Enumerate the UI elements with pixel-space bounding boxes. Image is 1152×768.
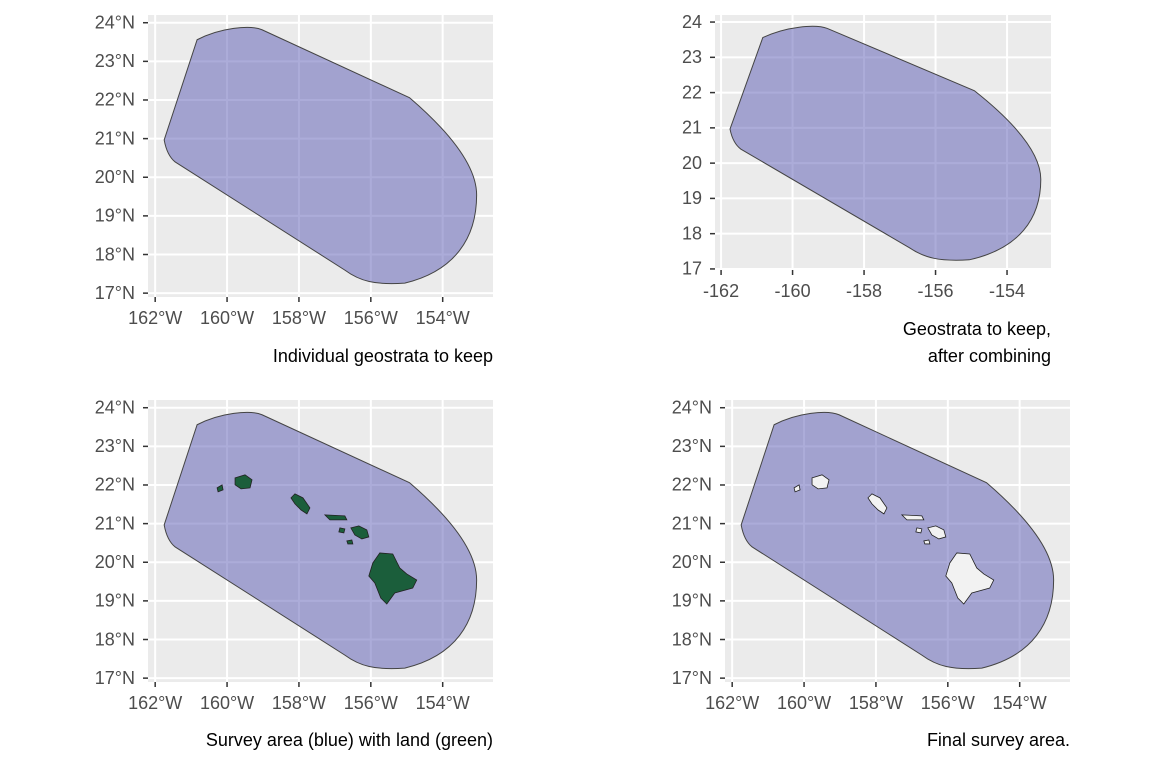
y-tick-label: 23°N bbox=[95, 436, 135, 456]
y-tick-label: 24°N bbox=[95, 397, 135, 417]
y-tick-label: 19°N bbox=[95, 591, 135, 611]
panel-caption: after combining bbox=[928, 346, 1051, 366]
x-tick-label: 156°W bbox=[921, 693, 975, 713]
x-tick-label: -158 bbox=[846, 281, 882, 301]
x-tick-label: 158°W bbox=[272, 693, 326, 713]
y-tick-label: 18°N bbox=[95, 629, 135, 649]
island bbox=[868, 494, 887, 514]
x-tick-label: 154°W bbox=[993, 693, 1047, 713]
shapes bbox=[164, 412, 476, 668]
panel-caption: Survey area (blue) with land (green) bbox=[206, 730, 493, 750]
island bbox=[217, 485, 223, 492]
island bbox=[235, 475, 252, 489]
x-tick-label: 158°W bbox=[272, 308, 326, 328]
x-tick-label: 160°W bbox=[777, 693, 831, 713]
map-panel: 162°W 160°W 158°W 156°W 154°W 17°N 18°N 19°N 20°… bbox=[95, 397, 493, 750]
y-tick-label: 19°N bbox=[95, 206, 135, 226]
island bbox=[794, 485, 800, 492]
shapes bbox=[730, 26, 1041, 260]
y-tick-label: 17°N bbox=[95, 283, 135, 303]
island bbox=[924, 540, 930, 544]
y-tick-label: 19 bbox=[682, 188, 702, 208]
y-tick-label: 23 bbox=[682, 47, 702, 67]
island bbox=[291, 494, 310, 514]
x-tick-label: 158°W bbox=[849, 693, 903, 713]
x-tick-label: 154°W bbox=[416, 693, 470, 713]
shapes bbox=[741, 412, 1053, 668]
survey-area bbox=[730, 26, 1041, 260]
island bbox=[351, 526, 369, 539]
y-tick-label: 24°N bbox=[95, 12, 135, 32]
x-tick-label: 162°W bbox=[128, 308, 182, 328]
y-tick-label: 21°N bbox=[95, 513, 135, 533]
y-tick-label: 20°N bbox=[672, 552, 712, 572]
y-tick-label: 18°N bbox=[672, 629, 712, 649]
island bbox=[812, 475, 829, 489]
y-tick-label: 17 bbox=[682, 259, 702, 279]
island bbox=[347, 540, 353, 544]
x-tick-label: -162 bbox=[703, 281, 739, 301]
panel-caption: Geostrata to keep, bbox=[903, 319, 1051, 339]
island bbox=[916, 528, 922, 533]
y-tick-label: 20 bbox=[682, 153, 702, 173]
y-tick-label: 21°N bbox=[672, 513, 712, 533]
island bbox=[902, 515, 924, 520]
panel-caption: Final survey area. bbox=[927, 730, 1070, 750]
y-tick-label: 21°N bbox=[95, 128, 135, 148]
y-tick-label: 21 bbox=[682, 118, 702, 138]
y-tick-label: 20°N bbox=[95, 167, 135, 187]
island bbox=[325, 515, 347, 520]
map-panel: 162°W 160°W 158°W 156°W 154°W 17°N 18°N 19°N 20°… bbox=[95, 12, 493, 366]
x-tick-label: 160°W bbox=[200, 308, 254, 328]
panel-caption: Individual geostrata to keep bbox=[273, 346, 493, 366]
survey-area bbox=[164, 27, 476, 283]
y-tick-label: 18 bbox=[682, 223, 702, 243]
y-tick-label: 20°N bbox=[95, 552, 135, 572]
x-tick-label: 160°W bbox=[200, 693, 254, 713]
y-tick-label: 17°N bbox=[672, 668, 712, 688]
x-tick-label: -160 bbox=[775, 281, 811, 301]
x-tick-label: 156°W bbox=[344, 308, 398, 328]
island bbox=[369, 553, 417, 604]
x-tick-label: 162°W bbox=[705, 693, 759, 713]
y-tick-label: 17°N bbox=[95, 668, 135, 688]
x-tick-label: 154°W bbox=[416, 308, 470, 328]
y-tick-label: 22°N bbox=[95, 90, 135, 110]
y-tick-label: 24 bbox=[682, 12, 702, 32]
map-panel: -162 -160 -158 -156 -154 17 18 19 20 21 22 23 24 Geos… bbox=[682, 12, 1051, 366]
island bbox=[339, 528, 345, 533]
y-tick-label: 24°N bbox=[672, 397, 712, 417]
y-tick-label: 19°N bbox=[672, 591, 712, 611]
x-tick-label: -156 bbox=[918, 281, 954, 301]
x-tick-label: -154 bbox=[989, 281, 1025, 301]
y-tick-label: 22°N bbox=[672, 475, 712, 495]
x-tick-label: 156°W bbox=[344, 693, 398, 713]
island bbox=[946, 553, 994, 604]
y-tick-label: 23°N bbox=[95, 51, 135, 71]
shapes bbox=[164, 27, 476, 283]
y-tick-label: 22 bbox=[682, 82, 702, 102]
x-tick-label: 162°W bbox=[128, 693, 182, 713]
island bbox=[928, 526, 946, 539]
y-tick-label: 23°N bbox=[672, 436, 712, 456]
y-tick-label: 22°N bbox=[95, 475, 135, 495]
map-panel: 162°W 160°W 158°W 156°W 154°W 17°N 18°N 19°N 20°… bbox=[672, 397, 1070, 750]
y-tick-label: 18°N bbox=[95, 244, 135, 264]
